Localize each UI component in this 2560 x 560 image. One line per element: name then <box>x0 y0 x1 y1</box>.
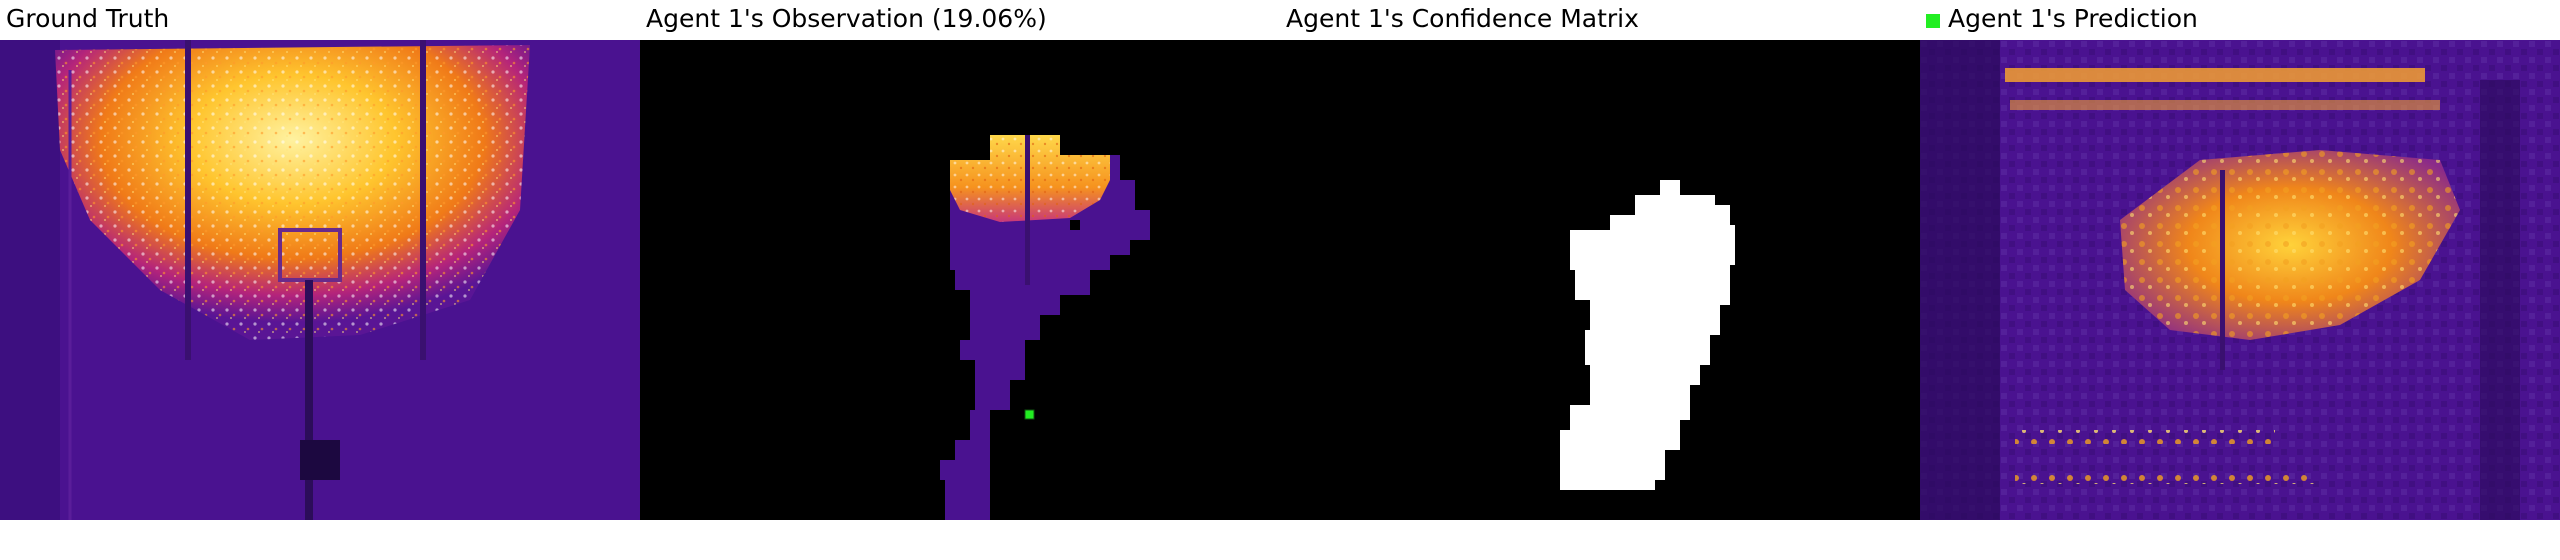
observation-panel: Agent 1's Observation (19.06%) <box>640 0 1280 520</box>
confidence-hole <box>1710 335 1720 345</box>
prediction-title-text: Agent 1's Prediction <box>1948 4 2198 33</box>
ground-truth-title: Ground Truth <box>6 4 170 33</box>
prediction-panel: Agent 1's Prediction <box>1920 0 2560 520</box>
agent-legend-swatch <box>1926 14 1940 28</box>
confidence-panel: Agent 1's Confidence Matrix <box>1280 0 1920 520</box>
observation-image <box>640 40 1280 520</box>
confidence-image <box>1280 40 1920 520</box>
ground-truth-image <box>0 40 640 520</box>
observation-title: Agent 1's Observation (19.06%) <box>646 4 1047 33</box>
prediction-image <box>1920 40 2560 520</box>
agent-marker <box>1024 409 1035 420</box>
confidence-title: Agent 1's Confidence Matrix <box>1286 4 1639 33</box>
ground-truth-panel: Ground Truth <box>0 0 640 520</box>
prediction-title: Agent 1's Prediction <box>1926 2 2198 36</box>
